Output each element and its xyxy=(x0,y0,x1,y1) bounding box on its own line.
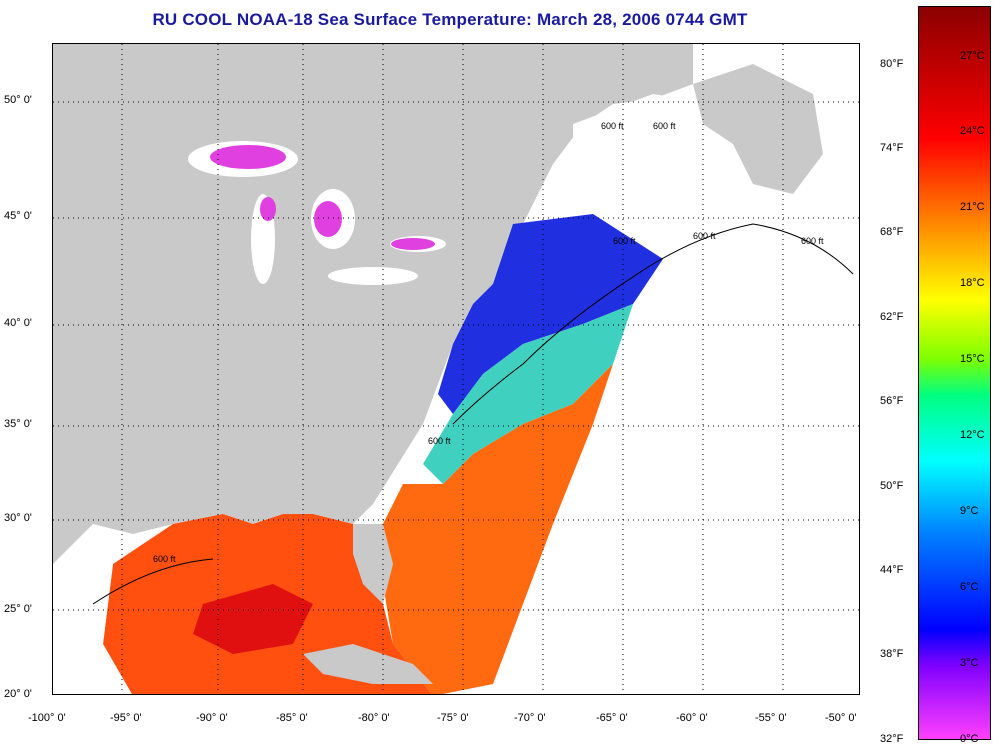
lake-ontario-sst xyxy=(391,238,435,250)
colorbar-c-label: 12°C xyxy=(960,429,985,441)
colorbar-f-label: 38°F xyxy=(880,648,904,660)
colorbar-c-label: 24°C xyxy=(960,125,985,137)
lon-tick-label: -75° 0' xyxy=(437,712,469,724)
sst-cold-shelf xyxy=(438,214,663,414)
lat-tick-label: 45° 0' xyxy=(4,210,32,222)
lon-tick-label: -80° 0' xyxy=(358,712,390,724)
colorbar-f-label: 74°F xyxy=(880,142,904,154)
lon-tick-label: -55° 0' xyxy=(755,712,787,724)
contour-label: 600 ft xyxy=(601,121,624,131)
contour-label: 600 ft xyxy=(428,436,451,446)
cuba xyxy=(303,644,433,684)
contour-label: 600 ft xyxy=(801,236,824,246)
colorbar-f-label: 62°F xyxy=(880,311,904,323)
map-canvas: 600 ft 600 ft 600 ft 600 ft 600 ft 600 f… xyxy=(53,44,859,694)
sst-slope-water xyxy=(423,304,633,484)
colorbar-f-label: 68°F xyxy=(880,226,904,238)
lat-tick-label: 25° 0' xyxy=(4,603,32,615)
colorbar-c-label: 6°C xyxy=(960,581,979,593)
colorbar-c-label: 9°C xyxy=(960,505,979,517)
lon-tick-label: -70° 0' xyxy=(514,712,546,724)
map-title: RU COOL NOAA-18 Sea Surface Temperature:… xyxy=(152,10,748,29)
lon-tick-label: -50° 0' xyxy=(825,712,857,724)
lat-tick-label: 50° 0' xyxy=(4,94,32,106)
colorbar-c-label: 15°C xyxy=(960,353,985,365)
lon-tick-label: -60° 0' xyxy=(676,712,708,724)
colorbar-f-label: 44°F xyxy=(880,564,904,576)
sst-gulf-stream xyxy=(383,364,613,694)
lat-tick-label: 35° 0' xyxy=(4,418,32,430)
lake-superior-sst xyxy=(210,145,286,169)
colorbar-c-label: 18°C xyxy=(960,277,985,289)
colorbar-c-label: 0°C xyxy=(960,733,979,745)
gulf-st-lawrence xyxy=(573,94,753,264)
lat-tick-label: 30° 0' xyxy=(4,512,32,524)
lake-erie xyxy=(328,267,418,285)
colorbar-c-label: 3°C xyxy=(960,657,979,669)
colorbar-f-label: 80°F xyxy=(880,58,904,70)
contour-label: 600 ft xyxy=(653,121,676,131)
lon-tick-label: -95° 0' xyxy=(110,712,142,724)
bathymetry-contour xyxy=(92,223,854,605)
contour-label: 600 ft xyxy=(153,554,176,564)
colorbar-c-label: 21°C xyxy=(960,201,985,213)
sst-map[interactable]: 600 ft 600 ft 600 ft 600 ft 600 ft 600 f… xyxy=(52,43,860,695)
lon-gridlines xyxy=(121,44,784,694)
lat-tick-label: 40° 0' xyxy=(4,317,32,329)
lon-tick-label: -85° 0' xyxy=(276,712,308,724)
colorbar-c-label: 27°C xyxy=(960,50,985,62)
colorbar-f-label: 32°F xyxy=(880,733,904,745)
contour-label: 600 ft xyxy=(613,236,636,246)
lat-tick-label: 20° 0' xyxy=(4,688,32,700)
sst-gulf-deep-red xyxy=(193,584,313,654)
newfoundland xyxy=(693,64,823,194)
lon-tick-label: -90° 0' xyxy=(196,712,228,724)
lake-huron-sst xyxy=(314,201,342,237)
colorbar-f-label: 56°F xyxy=(880,395,904,407)
temperature-colorbar xyxy=(918,6,991,740)
lon-tick-label: -100° 0' xyxy=(28,712,66,724)
lake-michigan-sst xyxy=(260,197,276,221)
colorbar-f-label: 50°F xyxy=(880,480,904,492)
gulf-shelf xyxy=(83,564,132,694)
lon-tick-label: -65° 0' xyxy=(596,712,628,724)
contour-label: 600 ft xyxy=(693,231,716,241)
